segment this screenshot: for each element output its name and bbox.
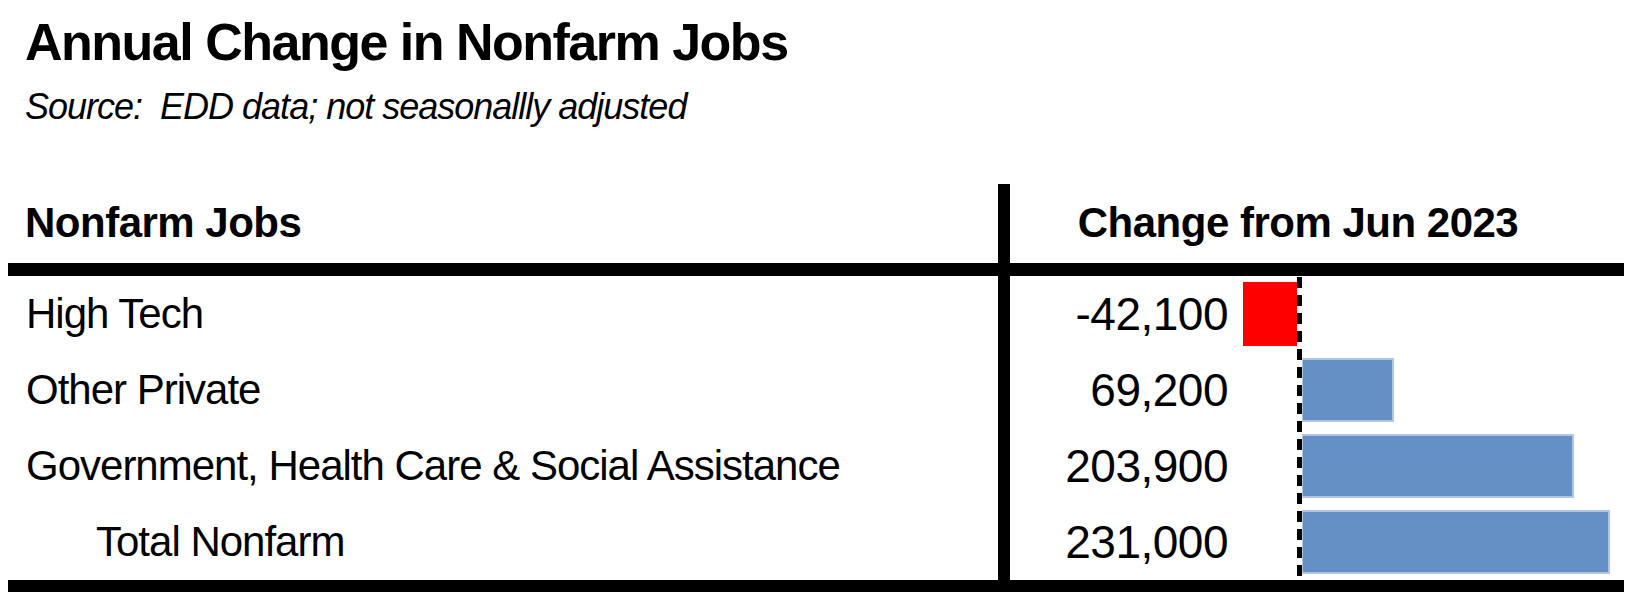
- row-label: High Tech: [26, 276, 203, 352]
- positive-value-bar: [1301, 510, 1610, 574]
- table-row: Total Nonfarm 231,000: [0, 504, 1632, 580]
- row-value: -42,100: [1015, 276, 1228, 352]
- chart-canvas: Annual Change in Nonfarm Jobs Source: ED…: [0, 0, 1632, 602]
- row-label: Total Nonfarm: [96, 504, 344, 580]
- row-label: Other Private: [26, 352, 260, 428]
- table-body: High Tech -42,100 Other Private 69,200 Gover…: [0, 0, 1632, 602]
- positive-value-bar: [1301, 358, 1394, 422]
- table-row: Other Private 69,200: [0, 352, 1632, 428]
- positive-value-bar: [1301, 434, 1574, 498]
- row-value: 231,000: [1015, 504, 1228, 580]
- row-label: Government, Health Care & Social Assista…: [26, 428, 840, 504]
- table-row: High Tech -42,100: [0, 276, 1632, 352]
- row-value: 203,900: [1015, 428, 1228, 504]
- row-value: 69,200: [1015, 352, 1228, 428]
- zero-baseline-dashed-line: [1297, 277, 1302, 580]
- table-row: Government, Health Care & Social Assista…: [0, 428, 1632, 504]
- negative-value-bar: [1243, 282, 1299, 346]
